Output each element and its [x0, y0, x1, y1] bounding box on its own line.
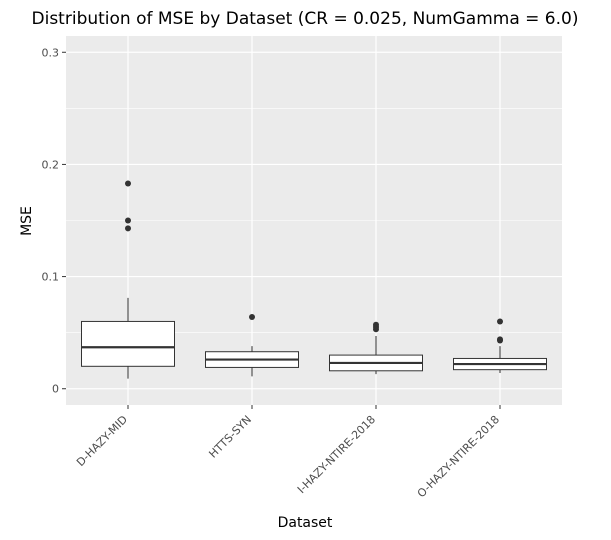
boxplot-htts-syn	[205, 313, 299, 377]
x-tick-label: I-HAZY-NTIRE-2018	[295, 413, 378, 496]
x-axis: D-HAZY-MID HTTS-SYN I-HAZY-NTIRE-2018 O-HAZ…	[74, 405, 502, 500]
outlier-point	[125, 217, 131, 224]
chart-title: Distribution of MSE by Dataset (CR = 0.0…	[32, 9, 579, 29]
box	[81, 320, 175, 367]
x-tick-label: O-HAZY-NTIRE-2018	[415, 413, 502, 500]
outlier-point	[125, 180, 131, 187]
y-tick-label: 0	[52, 383, 59, 396]
y-tick-label: 0.3	[42, 46, 60, 59]
x-axis-title: Dataset	[278, 515, 333, 531]
outlier-point	[373, 326, 379, 333]
outlier-point	[497, 337, 503, 344]
x-tick-label: D-HAZY-MID	[74, 413, 130, 469]
boxplot-i-hazy-ntire-2018	[329, 321, 423, 375]
y-tick-label: 0.2	[42, 158, 60, 171]
y-axis: 0 0.1 0.2 0.3	[42, 46, 66, 396]
outlier-point	[497, 318, 503, 325]
boxplots	[81, 180, 547, 379]
boxplot-d-hazy-mid	[81, 180, 175, 379]
boxplot-o-hazy-ntire-2018	[453, 318, 547, 374]
y-tick-label: 0.1	[42, 271, 60, 284]
outlier-point	[125, 225, 131, 232]
y-axis-title: MSE	[19, 206, 35, 236]
x-tick-label: HTTS-SYN	[206, 413, 254, 461]
outlier-point	[249, 313, 255, 320]
